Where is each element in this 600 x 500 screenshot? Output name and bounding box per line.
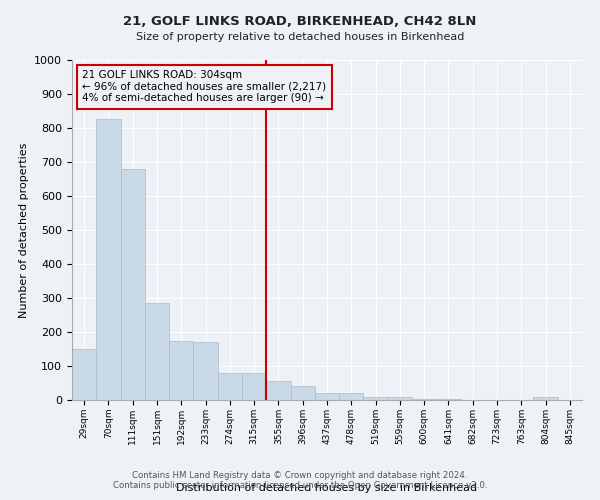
Bar — [121, 169, 145, 400]
Text: Contains HM Land Registry data © Crown copyright and database right 2024.
Contai: Contains HM Land Registry data © Crown c… — [113, 470, 487, 490]
Text: 21, GOLF LINKS ROAD, BIRKENHEAD, CH42 8LN: 21, GOLF LINKS ROAD, BIRKENHEAD, CH42 8L… — [124, 15, 476, 28]
Bar — [315, 393, 339, 400]
Bar — [533, 398, 558, 400]
Bar — [242, 374, 266, 400]
Bar — [169, 340, 193, 400]
Bar — [72, 349, 96, 400]
Y-axis label: Number of detached properties: Number of detached properties — [19, 142, 29, 318]
Bar — [388, 398, 412, 400]
Bar — [364, 398, 388, 400]
Bar — [266, 382, 290, 400]
Bar — [339, 393, 364, 400]
Bar — [96, 120, 121, 400]
Bar — [290, 386, 315, 400]
Bar — [218, 374, 242, 400]
Bar — [193, 342, 218, 400]
Bar — [145, 303, 169, 400]
Text: Size of property relative to detached houses in Birkenhead: Size of property relative to detached ho… — [136, 32, 464, 42]
X-axis label: Distribution of detached houses by size in Birkenhead: Distribution of detached houses by size … — [176, 483, 478, 493]
Text: 21 GOLF LINKS ROAD: 304sqm
← 96% of detached houses are smaller (2,217)
4% of se: 21 GOLF LINKS ROAD: 304sqm ← 96% of deta… — [82, 70, 326, 103]
